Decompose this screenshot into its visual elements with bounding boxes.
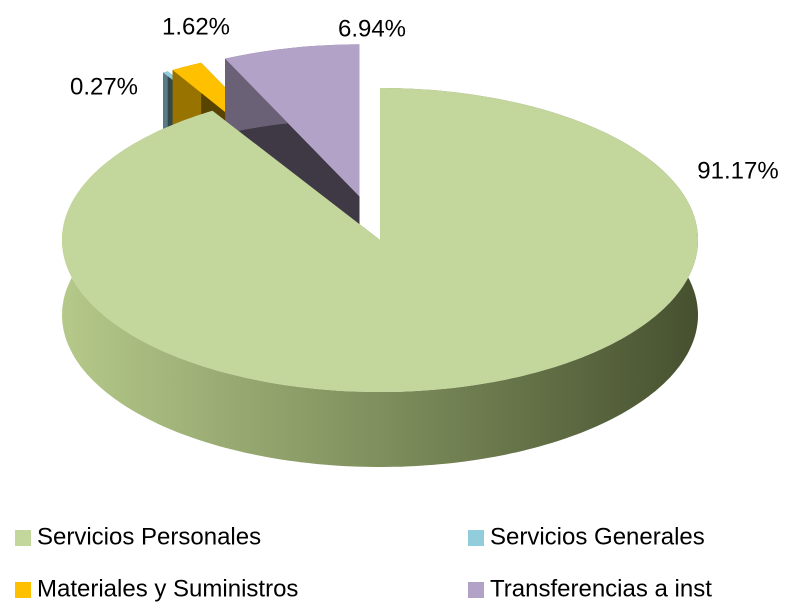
legend-label: Servicios Generales <box>490 523 705 550</box>
data-label: 6.94% <box>338 15 406 42</box>
legend-swatch <box>15 530 31 546</box>
data-label: 0.27% <box>70 73 138 100</box>
data-label: 1.62% <box>162 13 230 40</box>
legend-swatch <box>468 582 484 598</box>
legend-swatch <box>15 582 31 598</box>
legend-swatch <box>468 530 484 546</box>
legend-label: Servicios Personales <box>37 523 261 550</box>
slice <box>62 88 698 392</box>
slice <box>225 44 360 197</box>
data-label: 91.17% <box>697 157 778 184</box>
legend-label: Transferencias a inst <box>490 575 712 602</box>
legend-label: Materiales y Suministros <box>37 575 298 602</box>
